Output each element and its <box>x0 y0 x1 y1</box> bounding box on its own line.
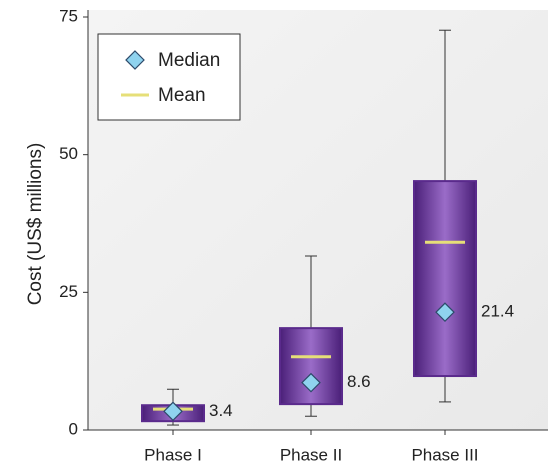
median-label: 8.6 <box>347 372 371 391</box>
legend-median-label: Median <box>158 50 220 71</box>
median-marker <box>301 372 321 393</box>
x-tick-label: Phase II <box>280 445 342 464</box>
legend-median-marker <box>125 50 145 70</box>
y-tick-label: 25 <box>59 282 78 301</box>
y-axis-title: Cost (US$ millions) <box>25 143 46 306</box>
median-marker <box>435 302 455 323</box>
y-tick-label: 75 <box>59 6 78 25</box>
legend-box <box>97 33 241 121</box>
box <box>279 327 343 406</box>
median-label: 3.4 <box>209 401 233 420</box>
y-tick-label: 50 <box>59 144 78 163</box>
y-tick-label: 0 <box>69 419 78 438</box>
x-tick-label: Phase I <box>144 445 202 464</box>
x-tick-label: Phase III <box>411 445 478 464</box>
legend-mean-label: Mean <box>158 85 206 106</box>
median-label: 21.4 <box>481 302 514 321</box>
box <box>413 180 477 378</box>
median-marker <box>163 401 183 422</box>
